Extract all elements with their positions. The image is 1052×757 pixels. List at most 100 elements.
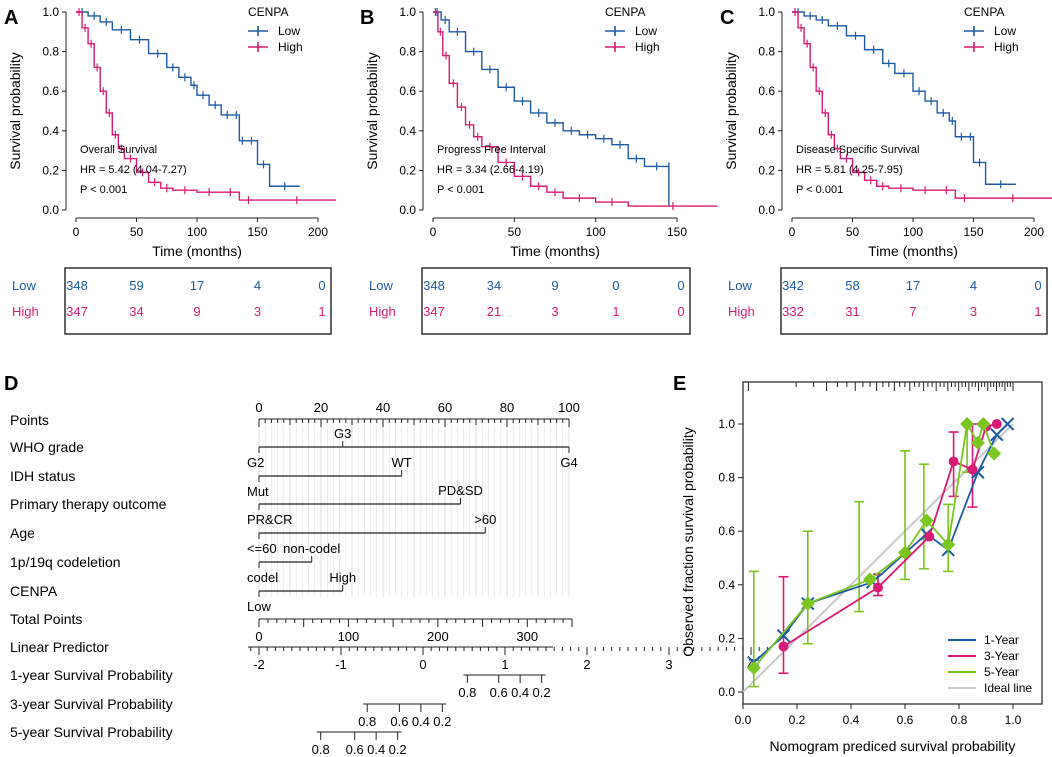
risk-cell: 34 [487, 278, 501, 293]
risk-table-frame [64, 267, 332, 335]
linear-predictor-label: -2 [253, 657, 265, 672]
risk-cell: 0 [318, 278, 325, 293]
risk-row-label-low: Low [12, 278, 36, 293]
risk-cell: 21 [487, 304, 501, 319]
risk-row-label-high: High [728, 304, 755, 319]
calibration-line-1-year [753, 423, 1009, 664]
calibration-frame [742, 381, 1043, 705]
x-axis-title: Time (months) [510, 243, 600, 259]
y-axis-title: Survival probability [364, 52, 380, 170]
risk-cell: 3 [254, 304, 261, 319]
km-panel-a: 0.0 0.2 0.4 0.6 0.8 1.0 0 50 100 150 200 Time (mont… [7, 5, 337, 335]
survival-tick-label: 0.2 [533, 685, 551, 700]
x-tick-label: 50 [130, 225, 144, 239]
x-tick-label: 150 [247, 225, 267, 239]
x-tick-label: 100 [903, 225, 923, 239]
risk-cell: 0 [677, 278, 684, 293]
panel-label-e: E [673, 373, 686, 395]
risk-cell: 0 [1034, 278, 1041, 293]
y-tick-label: 0.8 [399, 45, 416, 59]
curve-high [76, 11, 337, 201]
risk-cell: 17 [906, 278, 920, 293]
survival-tick-label: 0.8 [458, 685, 476, 700]
point-5-year [746, 660, 761, 675]
nomogram-row-label: Age [10, 525, 35, 541]
point-5-year [976, 417, 991, 431]
point-5-year [970, 435, 985, 450]
point-1-year [776, 629, 791, 643]
panel-label-a: A [4, 7, 18, 29]
legend-label-high: High [278, 40, 303, 54]
x-tick-label: 0.2 [789, 713, 806, 727]
survival-tick-label: 0.2 [389, 742, 407, 757]
legend-label-low: Low [994, 24, 1016, 38]
y-axis-title: Survival probability [723, 52, 739, 170]
survival-tick-label: 0.6 [490, 685, 508, 700]
point-3-year [967, 464, 978, 475]
annotation-p: P < 0.001 [80, 184, 127, 196]
linear-predictor-label: 3 [665, 657, 672, 672]
x-tick-label: 1.0 [1005, 713, 1022, 727]
x-tick-label: 100 [187, 225, 207, 239]
calibration-line-5-year [753, 421, 995, 669]
legend-title: CENPA [964, 5, 1004, 19]
curve-high [433, 11, 718, 207]
risk-cell: 4 [970, 278, 977, 293]
annotation-p: P < 0.001 [437, 184, 484, 196]
risk-cell: 31 [845, 304, 859, 319]
linear-predictor-label: 2 [583, 657, 590, 672]
risk-row-label-high: High [12, 304, 39, 319]
survival-tick-label: 0.4 [511, 685, 529, 700]
nomogram-row-label: Points [10, 412, 49, 428]
legend-label-3-year: 3-Year [984, 649, 1019, 663]
risk-cell: 347 [66, 304, 88, 319]
survival-tick-label: 0.8 [358, 714, 376, 729]
point-5-year [941, 537, 956, 552]
scale-level-wt: WT [391, 455, 411, 470]
point-5-year [898, 545, 912, 560]
x-tick-label: 200 [308, 225, 328, 239]
annotation-hr: HR = 3.34 (2.66-4.19) [437, 164, 544, 176]
scale-level-g4: G4 [560, 455, 577, 470]
point-5-year [987, 446, 1002, 461]
x-tick-label: 0.6 [897, 713, 914, 727]
point-3-year [924, 531, 935, 542]
risk-table-frame [780, 267, 1048, 335]
x-tick-label: 0.0 [735, 713, 752, 727]
km-panel-c: 0.0 0.2 0.4 0.6 0.8 1.0 0 50 100 150 200 Time (mont… [723, 5, 1052, 335]
x-tick-label: 150 [963, 225, 983, 239]
point-3-year [948, 456, 959, 467]
points-tick-label: 80 [500, 400, 514, 415]
risk-cell: 1 [612, 304, 619, 319]
risk-cell: 0 [612, 278, 619, 293]
point-5-year [919, 513, 934, 528]
risk-cell: 1 [1034, 304, 1041, 319]
point-3-year [873, 582, 883, 593]
scale-level-mut: Mut [247, 484, 269, 499]
risk-cell: 348 [66, 278, 88, 293]
y-tick-label: 0.4 [758, 124, 775, 138]
points-tick-label: 100 [558, 400, 580, 415]
x-axis-title: Time (months) [868, 243, 958, 259]
scale-level-60: >60 [474, 512, 496, 527]
point-3-year [778, 641, 789, 652]
x-axis-title: Nomogram prediced survival probability [770, 738, 1016, 754]
survival-tick-label: 0.6 [390, 714, 408, 729]
x-tick-label: 50 [508, 225, 522, 239]
point-5-year [800, 596, 815, 611]
y-tick-label: 0.0 [758, 203, 775, 217]
nomogram-row-label: Total Points [10, 611, 82, 627]
point-1-year [990, 428, 1004, 442]
nomogram-row-label: IDH status [10, 468, 75, 484]
y-tick-label: 0.6 [42, 84, 59, 98]
calibration-panel: 0.0 0.2 0.4 0.6 0.8 1.0 0.0 0.2 0.4 0.6 0.8 1.0 Nomo… [680, 381, 1043, 754]
nomogram-panel: Points WHO grade IDH status Primary therapy… [10, 400, 768, 757]
y-tick-label: 0.2 [399, 163, 416, 177]
risk-cell: 332 [782, 304, 804, 319]
risk-cell: 9 [551, 278, 558, 293]
x-tick-label: 0 [789, 225, 796, 239]
legend-label-low: Low [278, 24, 300, 38]
nomogram-row-label: 3-year Survival Probability [10, 696, 173, 712]
total-points-label: 300 [516, 629, 538, 644]
